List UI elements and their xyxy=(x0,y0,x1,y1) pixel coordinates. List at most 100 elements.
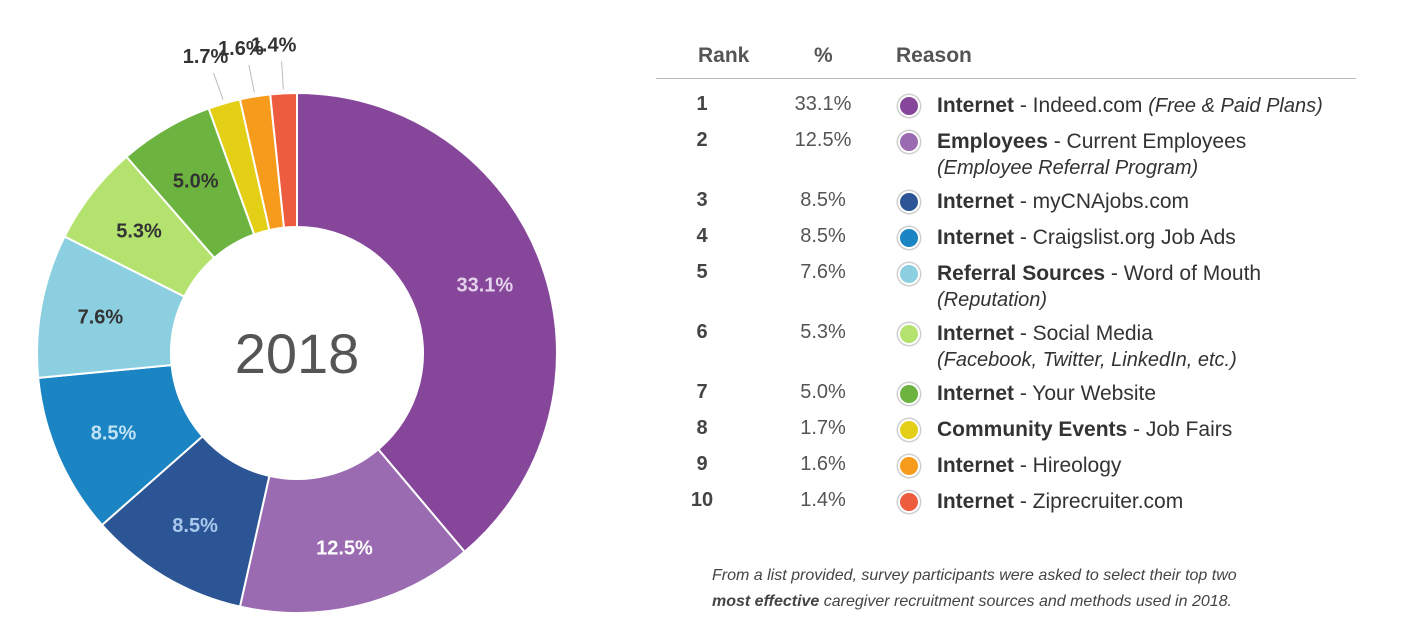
row-percent: 8.5% xyxy=(800,189,846,211)
slice-label-9: 1.6% xyxy=(218,38,264,60)
row-detail: - Job Fairs xyxy=(1127,418,1233,441)
row-rank: 6 xyxy=(696,321,708,343)
row-detail: - Indeed.com xyxy=(1014,94,1149,117)
row-detail: - Ziprecruiter.com xyxy=(1014,490,1184,513)
slice-label-4: 8.5% xyxy=(91,423,137,445)
table-row: 8 1.7% Community Events - Job Fairs xyxy=(656,417,1356,453)
row-reason: Internet - myCNAjobs.com xyxy=(937,189,1357,215)
slice-leader-line-9 xyxy=(248,64,255,93)
table-row: 4 8.5% Internet - Craigslist.org Job Ads xyxy=(656,225,1356,261)
row-reason: Internet - Your Website xyxy=(937,381,1357,407)
row-percent: 1.7% xyxy=(800,417,846,439)
table-row: 3 8.5% Internet - myCNAjobs.com xyxy=(656,189,1356,225)
row-category: Internet xyxy=(937,322,1015,345)
row-subdetail: (Facebook, Twitter, LinkedIn, etc.) xyxy=(937,349,1237,371)
row-category: Internet xyxy=(937,454,1015,477)
row-subdetail: (Free & Paid Plans) xyxy=(1148,95,1323,117)
row-color-dot xyxy=(898,227,920,249)
table-row: 5 7.6% Referral Sources - Word of Mouth (Re… xyxy=(656,261,1356,321)
table-header: Rank % Reason xyxy=(656,40,1356,79)
row-rank: 5 xyxy=(696,261,708,283)
slice-label-1: 33.1% xyxy=(456,274,513,296)
slice-label-5: 7.6% xyxy=(78,306,124,328)
header-percent: % xyxy=(814,44,833,67)
row-reason: Internet - Craigslist.org Job Ads xyxy=(937,225,1357,251)
slice-label-6: 5.3% xyxy=(116,220,162,242)
footnote-line2: caregiver recruitment sources and method… xyxy=(819,593,1232,610)
row-reason: Internet - Hireology xyxy=(937,453,1357,479)
row-percent: 8.5% xyxy=(800,225,846,247)
row-percent: 5.3% xyxy=(800,321,846,343)
center-year-label: 2018 xyxy=(235,322,360,385)
slice-label-10: 1.4% xyxy=(251,34,297,56)
table-row: 2 12.5% Employees - Current Employees (Empl… xyxy=(656,129,1356,189)
row-color-dot xyxy=(898,491,920,513)
table-row: 9 1.6% Internet - Hireology xyxy=(656,453,1356,489)
row-category: Internet xyxy=(937,190,1015,213)
row-color-dot xyxy=(898,95,920,117)
row-color-dot xyxy=(898,323,920,345)
row-detail: - Current Employees xyxy=(1047,130,1247,153)
row-percent: 33.1% xyxy=(794,93,852,115)
row-subdetail: (Employee Referral Program) xyxy=(937,157,1199,179)
slice-label-8: 1.7% xyxy=(183,46,229,68)
row-category: Employees xyxy=(937,130,1048,153)
row-reason: Community Events - Job Fairs xyxy=(937,417,1357,443)
table-row: 1 33.1% Internet - Indeed.com (Free & Paid… xyxy=(656,93,1356,129)
row-percent: 1.4% xyxy=(800,489,846,511)
donut-chart: 33.1% 12.5% 8.5% 8.5% 7.6% 5.3% 5.0% 1.7% 1.6% 1.… xyxy=(0,0,640,643)
row-detail: - Social Media xyxy=(1014,322,1153,345)
row-detail: - Your Website xyxy=(1014,382,1157,405)
table-row: 10 1.4% Internet - Ziprecruiter.com xyxy=(656,489,1356,525)
header-reason: Reason xyxy=(896,44,972,67)
row-detail: - Word of Mouth xyxy=(1105,262,1262,285)
row-rank: 2 xyxy=(696,129,708,151)
footnote: From a list provided, survey participant… xyxy=(712,563,1352,615)
row-rank: 7 xyxy=(696,381,708,403)
row-color-dot xyxy=(898,131,920,153)
row-reason: Referral Sources - Word of Mouth (Reputat… xyxy=(937,261,1357,313)
footnote-line1: From a list provided, survey participant… xyxy=(712,567,1237,584)
row-rank: 4 xyxy=(696,225,708,247)
row-category: Internet xyxy=(937,382,1015,405)
row-category: Community Events xyxy=(937,418,1128,441)
row-rank: 10 xyxy=(690,489,714,511)
row-category: Referral Sources xyxy=(937,262,1106,285)
table-row: 6 5.3% Internet - Social Media (Facebook, T… xyxy=(656,321,1356,381)
row-rank: 9 xyxy=(696,453,708,475)
donut-svg: 33.1% 12.5% 8.5% 8.5% 7.6% 5.3% 5.0% 1.7%1.6%1.… xyxy=(36,34,558,614)
row-color-dot xyxy=(898,455,920,477)
row-reason: Internet - Indeed.com (Free & Paid Plans… xyxy=(937,93,1357,119)
slice-label-7: 5.0% xyxy=(173,171,219,193)
slice-label-2: 12.5% xyxy=(316,537,373,559)
row-color-dot xyxy=(898,191,920,213)
header-rank: Rank xyxy=(698,44,750,67)
row-reason: Employees - Current Employees (Employee R… xyxy=(937,129,1357,181)
row-rank: 8 xyxy=(696,417,708,439)
row-detail: - Hireology xyxy=(1014,454,1122,477)
row-category: Internet xyxy=(937,226,1015,249)
reason-table: Rank % Reason 1 33.1% Internet - Indeed.co… xyxy=(656,40,1356,525)
row-subdetail: (Reputation) xyxy=(937,289,1048,311)
table-body: 1 33.1% Internet - Indeed.com (Free & Paid… xyxy=(656,93,1356,525)
slice-label-3: 8.5% xyxy=(172,515,218,537)
row-color-dot xyxy=(898,419,920,441)
row-percent: 5.0% xyxy=(800,381,846,403)
row-reason: Internet - Social Media (Facebook, Twitte… xyxy=(937,321,1357,373)
row-color-dot xyxy=(898,383,920,405)
row-rank: 1 xyxy=(696,93,708,115)
row-detail: - Craigslist.org Job Ads xyxy=(1014,226,1236,249)
table-row: 7 5.0% Internet - Your Website xyxy=(656,381,1356,417)
row-detail: - myCNAjobs.com xyxy=(1014,190,1190,213)
row-percent: 1.6% xyxy=(800,453,846,475)
row-category: Internet xyxy=(937,490,1015,513)
slice-leader-line-8 xyxy=(213,72,224,100)
slice-leader-line-10 xyxy=(281,61,284,90)
row-rank: 3 xyxy=(696,189,708,211)
row-percent: 12.5% xyxy=(794,129,852,151)
donut-hole xyxy=(171,227,423,479)
row-color-dot xyxy=(898,263,920,285)
footnote-bold: most effective xyxy=(712,593,820,610)
row-category: Internet xyxy=(937,94,1015,117)
row-percent: 7.6% xyxy=(800,261,846,283)
